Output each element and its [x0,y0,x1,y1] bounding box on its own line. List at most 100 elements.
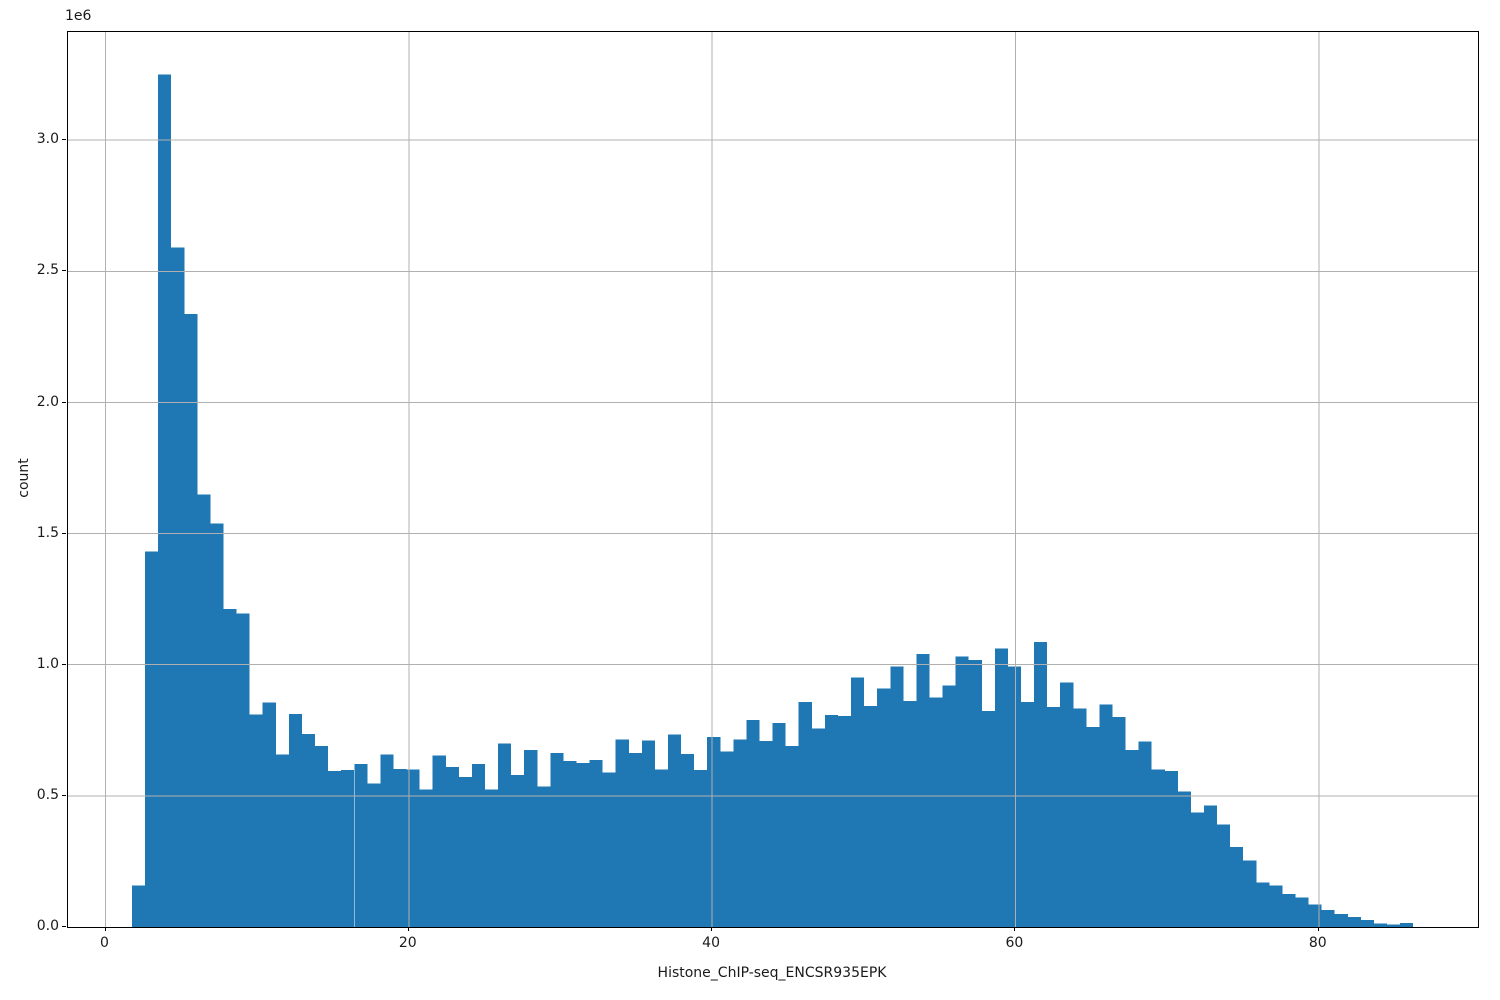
histogram-bar [1400,922,1414,927]
histogram-bar [132,885,146,927]
histogram-bar [1086,727,1100,927]
histogram-bar [1256,882,1270,927]
x-axis-label: Histone_ChIP-seq_ENCSR935EPK [657,965,887,981]
histogram-bar [315,746,329,927]
histogram-bar [654,769,668,927]
histogram-bar [1112,716,1126,927]
histogram-bar [746,720,760,927]
histogram-bar [811,728,825,927]
histogram-bar [994,648,1008,927]
histogram-bar [1334,913,1348,927]
histogram-bar [1060,682,1074,927]
histogram-bar [759,741,773,927]
histogram-bar [210,523,224,927]
histogram-bar [955,656,969,927]
plot-area [67,31,1479,928]
histogram-bar [367,783,381,927]
histogram-bar [1034,641,1048,927]
histogram-bar [772,722,786,927]
histogram-bar [419,789,433,927]
histogram-bar [406,769,420,927]
y-tick-label: 1.5 [36,524,59,541]
histogram-bar [249,714,263,927]
histogram-bar [1047,707,1061,927]
histogram-bar [1387,924,1401,927]
histogram-bar [550,753,564,927]
y-tick-label: 0.5 [36,786,59,803]
histogram-bar [1177,791,1191,927]
histogram-bar [158,74,172,927]
histogram-bar [681,753,695,927]
histogram-bar [1125,749,1139,927]
histogram-bar [1373,923,1388,927]
histogram-bar [498,743,512,927]
histogram-bar [1151,769,1165,927]
y-tick-label: 0.0 [36,918,59,934]
histogram-bar [694,770,708,927]
histogram-bar [471,764,485,927]
y-tick-mark [62,139,66,141]
histogram-bar [1020,702,1035,927]
histogram-bar [837,715,852,927]
y-axis-label: count [16,458,32,498]
x-tick-mark [1317,927,1319,931]
x-tick-mark [407,927,409,931]
histogram-bar [641,740,655,927]
histogram-bar [236,613,250,927]
histogram-bar [981,710,995,927]
histogram-bar [877,688,891,927]
y-tick-label: 1.0 [36,655,59,672]
histogram-bar [341,769,355,927]
histogram-bar [1308,904,1322,927]
histogram-bar [968,659,982,927]
histogram-bar [1217,824,1231,927]
histogram-bar [942,685,956,927]
histogram-bar [145,551,159,927]
y-tick-label: 3.0 [36,131,59,148]
histogram-bar [223,608,237,927]
x-tick-label: 0 [100,935,109,951]
histogram-bar [824,714,838,927]
y-tick-mark [62,270,66,272]
histogram-bar [484,789,499,927]
histogram-bar [393,768,407,927]
y-tick-mark [62,926,66,927]
histogram-bar [288,713,302,927]
histogram-plot-svg [68,32,1478,927]
histogram-bar [1321,910,1335,927]
histogram-bar [511,775,525,927]
x-tick-label: 80 [1308,935,1327,951]
histogram-bar [537,786,551,927]
histogram-bar [563,761,577,927]
histogram-bar [1347,917,1361,927]
x-tick-label: 40 [702,935,721,951]
histogram-bar [798,702,812,927]
y-tick-label: 2.0 [36,393,59,410]
x-tick-mark [711,927,713,931]
histogram-bar [916,653,930,927]
y-tick-mark [62,532,66,534]
histogram-bar [668,734,682,927]
y-axis-offset-label: 1e6 [65,8,92,24]
histogram-bar [1269,885,1283,927]
histogram-bar [1073,708,1087,927]
y-tick-mark [62,401,66,403]
histogram-bar [275,754,289,927]
y-tick-mark [62,663,66,665]
histogram-bar [1230,846,1244,927]
histogram-bar [524,749,538,927]
histogram-bar [171,247,185,927]
histogram-bar [929,697,943,927]
histogram-bar [354,763,368,927]
histogram-bar [1204,805,1218,927]
histogram-bar [864,706,878,927]
histogram-bar [589,759,603,927]
histogram-bar [184,313,198,927]
x-tick-label: 60 [1005,935,1024,951]
histogram-bar [1190,812,1204,927]
histogram-bar [602,772,616,927]
histogram-bar [1295,897,1309,927]
histogram-bar [733,739,747,927]
y-tick-label: 2.5 [36,262,59,279]
